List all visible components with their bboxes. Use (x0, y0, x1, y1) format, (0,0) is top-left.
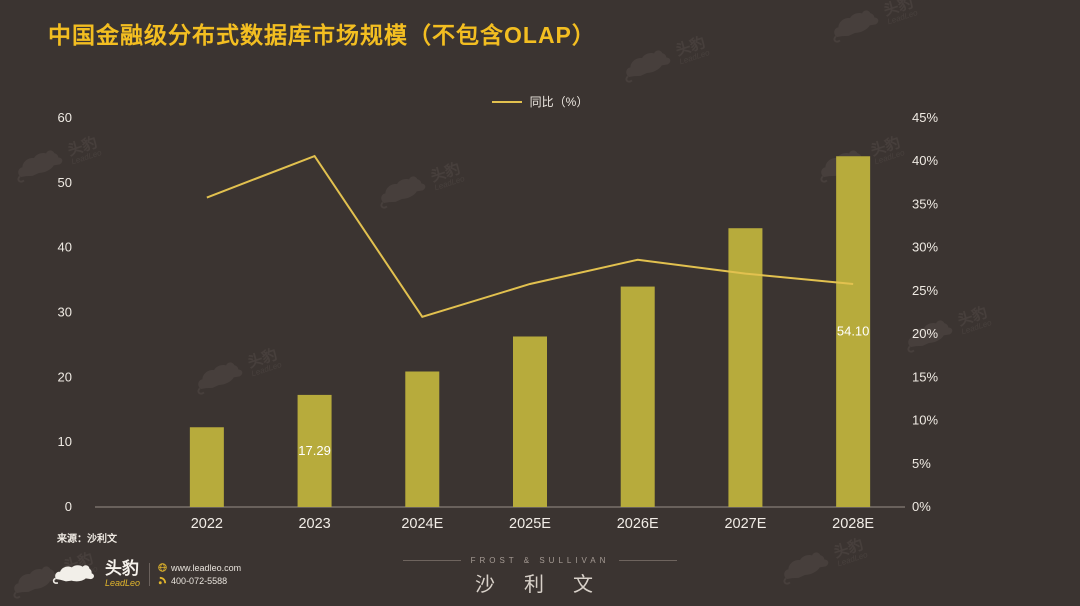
bar (836, 156, 871, 508)
brand-text: 头豹 LeadLeo (105, 560, 140, 588)
x-axis-label: 2024E (401, 516, 443, 532)
bar (297, 394, 332, 507)
left-axis-tick: 60 (58, 110, 72, 125)
bar (728, 228, 763, 507)
bar-value-label: 54.10 (837, 324, 870, 339)
left-axis-tick: 40 (58, 240, 72, 255)
left-axis-tick: 20 (58, 369, 72, 384)
legend-label: 同比（%） (529, 95, 589, 109)
left-rule (402, 560, 461, 561)
right-axis-tick: 0% (912, 499, 931, 514)
footer-frost-sullivan: FROST & SULLIVAN 沙 利 文 (0, 556, 1080, 597)
x-axis-label: 2027E (724, 516, 766, 532)
left-axis-tick: 50 (58, 175, 72, 190)
frost-sullivan-wordmark: FROST & SULLIVAN (402, 556, 678, 565)
right-axis-tick: 35% (912, 196, 938, 211)
right-axis-tick: 30% (912, 240, 938, 255)
shalivin-text: 沙 利 文 (475, 574, 605, 596)
x-axis-label: 2023 (298, 516, 330, 532)
page-title: 中国金融级分布式数据库市场规模（不包含OLAP） (48, 22, 596, 48)
legend-line-swatch-icon (491, 100, 522, 103)
trend-line (206, 154, 854, 318)
bar (620, 286, 655, 507)
chart-legend: 同比（%） (0, 93, 1080, 110)
bar-value-label: 17.29 (298, 443, 331, 458)
right-axis-tick: 10% (912, 413, 938, 428)
phone-row: 400-072-5588 (158, 576, 241, 586)
x-axis-label: 2025E (509, 516, 551, 532)
right-axis-tick: 15% (912, 369, 938, 384)
frost-sullivan-text: FROST & SULLIVAN (470, 556, 610, 565)
footer-brand: 头豹 LeadLeo www.leadleo.com 400-072-5588 (52, 560, 241, 588)
brand-subname: LeadLeo (105, 578, 141, 588)
bar (405, 371, 440, 507)
right-axis-tick: 20% (912, 326, 938, 341)
right-rule (619, 560, 678, 561)
right-axis-tick: 5% (912, 456, 931, 471)
phone-icon (158, 576, 167, 585)
right-axis-tick: 40% (912, 153, 938, 168)
right-axis-tick: 45% (912, 110, 938, 125)
x-axis-label: 2026E (617, 516, 659, 532)
bar (513, 336, 547, 507)
globe-icon (158, 563, 167, 572)
x-axis-label: 2028E (832, 516, 874, 532)
website-row: www.leadleo.com (158, 563, 241, 573)
chart-canvas: 0 10 20 30 40 50 60 0% 5% 10% 15% 20% 25% 30% 35% 40% 45… (58, 110, 939, 532)
bar (189, 427, 224, 507)
left-axis-tick: 30 (58, 305, 72, 320)
left-axis-tick: 0 (65, 499, 72, 514)
phone-text: 400-072-5588 (171, 575, 228, 586)
x-axis-label: 2022 (191, 516, 223, 532)
source-note: 来源：沙利文 (57, 534, 117, 545)
website-text: www.leadleo.com (171, 562, 242, 573)
left-axis-tick: 10 (58, 434, 72, 449)
right-axis-tick: 25% (912, 283, 938, 298)
brand-contact: www.leadleo.com 400-072-5588 (149, 562, 241, 586)
brand-name: 头豹 (105, 559, 139, 578)
